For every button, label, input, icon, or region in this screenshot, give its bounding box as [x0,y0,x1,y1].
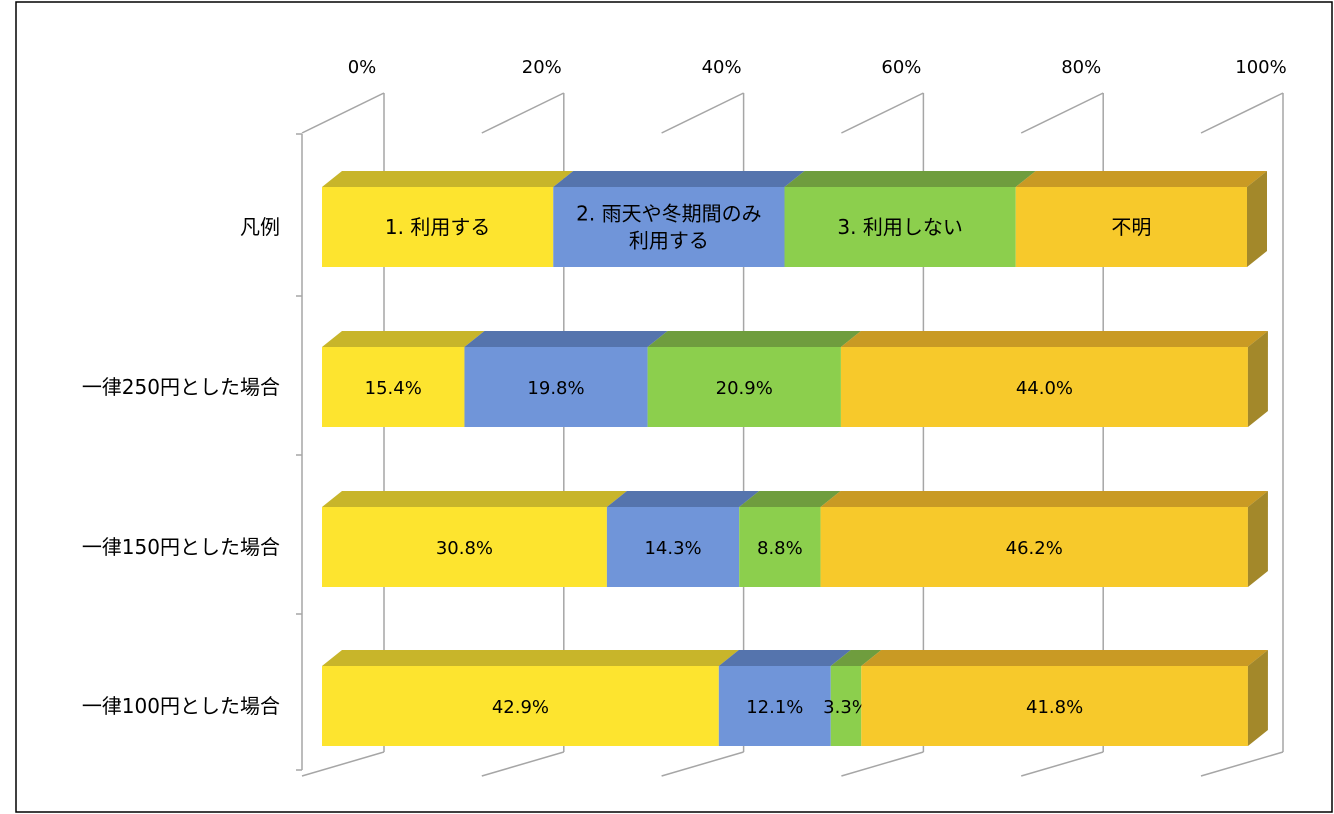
bar-row-end-cap [1247,331,1268,427]
bar-row-category-label: 一律150円とした場合 [82,535,280,559]
bar-row-data-label: 14.3% [644,538,701,559]
bar-row-segment-top [718,650,851,666]
bar-row-segment [830,666,862,746]
bar-row-segment [861,666,1248,746]
legend-row-segment-top [1015,171,1267,187]
bar-row-end-cap [1247,491,1268,587]
bar-row-data-label: 8.8% [757,538,803,559]
gridline-bottom-diagonal [1020,751,1104,777]
legend-row-data-label: 不明 [1111,215,1151,239]
gridline-bottom-diagonal [661,751,744,777]
bar-row-segment [464,347,648,427]
bar-row-segment-top [820,491,1268,507]
bar-row-segment [739,507,821,587]
bar-row-segment-top [322,331,485,347]
gridline-bottom-diagonal [481,751,565,777]
bar-row-segment-top [322,491,627,507]
gridline-top-diagonal [481,92,565,134]
bar-row-data-label: 3.3% [823,697,869,718]
legend-row-data-label: 利用する [629,229,709,253]
gridline-bottom-diagonal [1200,751,1284,777]
x-tick-label: 80% [1061,57,1101,78]
bar-row-segment-top [647,331,861,347]
legend-row-segment [1015,187,1247,267]
x-tick-label: 0% [348,57,377,78]
bar-row-segment [606,507,740,587]
bar-row-segment-top [322,650,739,666]
bar-row-segment [840,347,1248,427]
bar-row-data-label: 19.8% [527,378,584,399]
legend-row-data-label: 1. 利用する [385,215,490,239]
legend-row-segment-top [553,171,805,187]
x-tick-label: 60% [881,57,921,78]
bar-row-segment-top [464,331,668,347]
bar-row-data-label: 15.4% [365,378,422,399]
legend-row-data-label: 3. 利用しない [837,215,962,239]
legend-row-segment [784,187,1016,267]
bar-row-segment [322,347,465,427]
bar-row-data-label: 42.9% [492,697,549,718]
bar-row-data-label: 44.0% [1016,378,1073,399]
legend-row-segment-top [784,171,1036,187]
bar-row-segment [718,666,831,746]
gridline-top-diagonal [1200,92,1284,134]
bar-row-end-cap [1247,650,1268,746]
chart-border [15,1,1333,813]
bar-row-category-label: 一律250円とした場合 [82,375,280,399]
gridline-top-diagonal [301,92,385,134]
bar-row-segment [820,507,1248,587]
x-tick-label: 40% [702,57,742,78]
bar-row-data-label: 46.2% [1006,538,1063,559]
legend-row-category-label: 凡例 [240,215,280,239]
bar-row-segment-top [861,650,1268,666]
bar-row-category-label: 一律100円とした場合 [82,694,280,718]
bar-row-data-label: 20.9% [716,378,773,399]
gridline-top-diagonal [1020,92,1104,134]
bar-row-segment-top [840,331,1268,347]
gridline-top-diagonal [661,92,744,134]
gridline-top-diagonal [841,92,924,134]
bar-row-segment-top [739,491,841,507]
bar-row-segment [647,347,841,427]
bar-row-data-label: 30.8% [436,538,493,559]
bar-row-data-label: 12.1% [746,697,803,718]
x-tick-label: 100% [1235,57,1286,78]
legend-row-end-cap [1247,171,1267,267]
gridline-bottom-diagonal [841,751,924,777]
bar-row-segment [322,507,607,587]
legend-row-data-label: 2. 雨天や冬期間のみ [576,202,761,226]
legend-row-segment-top [322,171,574,187]
x-tick-label: 20% [522,57,562,78]
bar-row-segment [322,666,719,746]
bar-row-segment-top [830,650,882,666]
bar-row-segment-top [606,491,760,507]
gridline-bottom-diagonal [301,751,385,777]
legend-row-segment [553,187,785,267]
legend-row-segment [322,187,554,267]
bar-row-data-label: 41.8% [1026,697,1083,718]
